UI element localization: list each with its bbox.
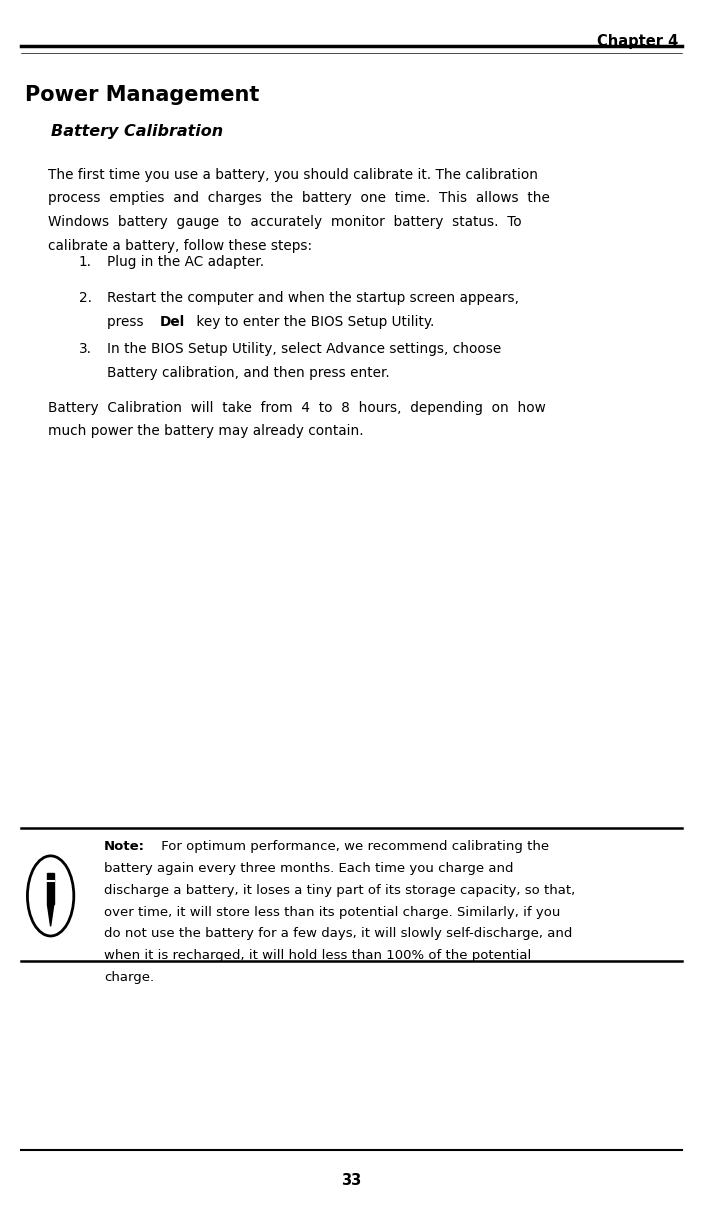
Text: do not use the battery for a few days, it will slowly self-discharge, and: do not use the battery for a few days, i… bbox=[104, 927, 572, 941]
Text: discharge a battery, it loses a tiny part of its storage capacity, so that,: discharge a battery, it loses a tiny par… bbox=[104, 884, 575, 897]
Text: press: press bbox=[107, 314, 148, 329]
Text: over time, it will store less than its potential charge. Similarly, if you: over time, it will store less than its p… bbox=[104, 906, 560, 919]
Polygon shape bbox=[47, 873, 53, 904]
Text: Plug in the AC adapter.: Plug in the AC adapter. bbox=[107, 255, 264, 270]
Text: much power the battery may already contain.: much power the battery may already conta… bbox=[48, 424, 363, 438]
Text: process  empties  and  charges  the  battery  one  time.  This  allows  the: process empties and charges the battery … bbox=[48, 191, 550, 205]
Text: Chapter 4: Chapter 4 bbox=[597, 34, 678, 49]
Text: Del: Del bbox=[160, 314, 185, 329]
Text: Note:: Note: bbox=[104, 840, 145, 853]
Text: battery again every three months. Each time you charge and: battery again every three months. Each t… bbox=[104, 862, 514, 875]
Text: 2.: 2. bbox=[79, 291, 91, 306]
Text: Power Management: Power Management bbox=[25, 85, 259, 104]
Text: Windows  battery  gauge  to  accurately  monitor  battery  status.  To: Windows battery gauge to accurately moni… bbox=[48, 215, 522, 229]
Text: The first time you use a battery, you should calibrate it. The calibration: The first time you use a battery, you sh… bbox=[48, 168, 538, 182]
Text: In the BIOS Setup Utility, select Advance settings, choose: In the BIOS Setup Utility, select Advanc… bbox=[107, 342, 501, 357]
Text: charge.: charge. bbox=[104, 971, 154, 985]
Text: 33: 33 bbox=[342, 1173, 361, 1187]
Text: Battery Calibration: Battery Calibration bbox=[51, 124, 223, 138]
Text: calibrate a battery, follow these steps:: calibrate a battery, follow these steps: bbox=[48, 238, 312, 253]
Text: 3.: 3. bbox=[79, 342, 91, 357]
Text: Restart the computer and when the startup screen appears,: Restart the computer and when the startu… bbox=[107, 291, 519, 306]
Text: Battery  Calibration  will  take  from  4  to  8  hours,  depending  on  how: Battery Calibration will take from 4 to … bbox=[48, 401, 546, 415]
Text: key to enter the BIOS Setup Utility.: key to enter the BIOS Setup Utility. bbox=[193, 314, 434, 329]
Text: Battery calibration, and then press enter.: Battery calibration, and then press ente… bbox=[107, 367, 389, 380]
Text: For optimum performance, we recommend calibrating the: For optimum performance, we recommend ca… bbox=[157, 840, 549, 853]
Polygon shape bbox=[47, 904, 53, 926]
Text: when it is recharged, it will hold less than 100% of the potential: when it is recharged, it will hold less … bbox=[104, 949, 531, 963]
Text: 1.: 1. bbox=[79, 255, 91, 270]
